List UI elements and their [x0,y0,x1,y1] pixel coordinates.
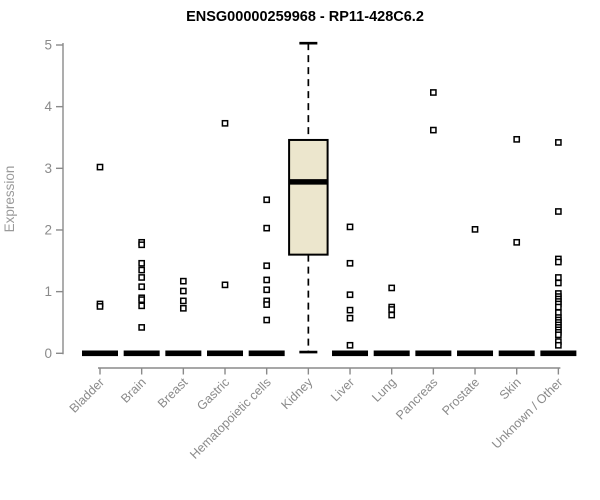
outlier-point [388,311,396,319]
zero-expression-bar [498,350,535,357]
y-tick-label: 3 [44,161,52,176]
outlier-point [179,297,187,305]
outlier-point [138,241,146,249]
outlier-point [96,303,104,310]
zero-expression-bar [373,350,410,357]
outlier-point [138,266,146,274]
x-tick-label: Gastric [194,375,232,413]
outlier-point [388,306,396,313]
outlier-point [263,276,271,284]
outlier-point [346,314,354,322]
x-tick-label: Prostate [439,375,482,418]
outlier-point [221,119,229,127]
zero-expression-bar [207,350,244,357]
y-tick-label: 1 [44,284,52,299]
zero-expression-bar [540,350,577,357]
zero-expression-bar [82,350,118,357]
outlier-point [179,287,187,295]
outlier-point [346,223,354,231]
x-tick-label: Liver [328,375,357,404]
outlier-point [263,224,271,232]
box-rect [288,138,329,256]
outlier-point [138,324,146,331]
outlier-point [430,126,437,134]
outlier-point [221,281,229,289]
outlier-point [96,163,104,171]
outlier-point [346,291,354,299]
x-tick-label: Hematopoietic cells [187,375,274,462]
y-tick-label: 5 [44,38,52,53]
chart-title: ENSG00000259968 - RP11-428C6.2 [186,9,424,25]
outlier-point [555,303,562,311]
outlier-point [555,258,562,266]
outlier-point [471,226,479,233]
outlier-point [555,279,562,287]
outlier-point [513,238,521,246]
outlier-point [555,341,562,349]
outlier-point [555,331,562,339]
outlier-point [388,284,396,292]
outlier-point [513,135,521,143]
x-tick-label: Lung [369,375,399,405]
zero-expression-bar [165,350,202,357]
zero-expression-bar [123,350,160,357]
x-tick-label: Unknown / Other [489,375,565,451]
outlier-point [346,306,354,314]
zero-expression-bar [248,350,285,357]
x-tick-label: Pancreas [393,375,440,422]
y-tick-label: 0 [44,346,52,361]
outlier-point [138,283,146,291]
y-tick-label: 4 [44,99,52,114]
x-tick-label: Brain [118,375,149,406]
y-tick-label: 2 [44,222,52,237]
outlier-point [555,208,562,215]
outlier-point [263,262,271,270]
outlier-point [346,259,354,267]
outlier-point [138,259,146,267]
y-axis-label: Expression [2,166,17,233]
zero-expression-bar [415,350,452,357]
outlier-point [555,139,562,146]
outlier-point [179,277,187,285]
x-tick-label: Skin [497,375,524,402]
outlier-point [263,316,271,324]
outlier-point [555,274,562,281]
x-tick-label: Bladder [67,375,107,415]
zero-expression-bar [332,350,369,357]
outlier-point [263,286,271,294]
outlier-point [430,89,437,96]
x-tick-label: Breast [155,375,191,411]
outlier-point [138,274,146,281]
outlier-point [138,296,146,304]
median-line [289,179,328,185]
outlier-point [263,301,271,308]
outlier-point [138,302,146,310]
zero-expression-bar [457,350,494,357]
outlier-point [179,304,187,312]
x-tick-label: Kidney [279,375,316,412]
outlier-point [346,341,354,349]
outlier-point [263,196,271,204]
